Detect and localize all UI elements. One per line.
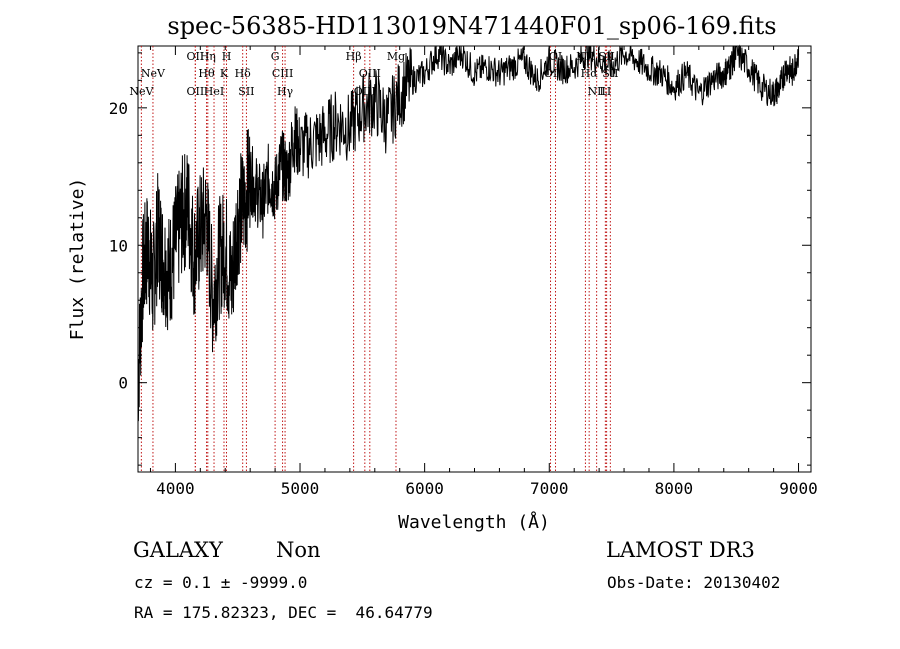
coordinates: RA = 175.82323, DEC = 46.64779	[134, 603, 433, 622]
line-label: OII	[186, 85, 204, 98]
object-subclass: Non	[276, 538, 321, 562]
line-label: SII	[598, 50, 614, 63]
line-label: SII	[238, 85, 254, 98]
x-tick-label: 7000	[530, 479, 569, 498]
line-label: Hγ	[277, 85, 294, 98]
line-label: OIII	[359, 67, 381, 80]
y-tick-label: 10	[109, 236, 128, 255]
x-tick-label: 6000	[405, 479, 444, 498]
survey-name: LAMOST DR3	[606, 538, 755, 562]
y-axis-label: Flux (relative)	[67, 178, 88, 341]
line-label: Hα	[581, 67, 599, 80]
x-tick-label: 8000	[655, 479, 694, 498]
line-label: Hθ	[198, 67, 215, 80]
spectrum-line	[137, 44, 799, 422]
x-axis-label: Wavelength (Å)	[398, 511, 550, 533]
line-label: NII	[587, 85, 605, 98]
axis-ticks: 4000 5000 6000 7000 8000 9000 0 10 20	[109, 46, 818, 498]
line-label: LI	[600, 85, 612, 98]
x-tick-label: 4000	[156, 479, 195, 498]
line-label: NeV	[129, 85, 154, 98]
observation-date: Obs-Date: 20130402	[607, 573, 781, 592]
line-label: Hδ	[235, 67, 252, 80]
line-label: CIII	[272, 67, 293, 80]
line-label: Hβ	[346, 50, 362, 63]
line-label: OII	[186, 50, 204, 63]
x-tick-label: 9000	[779, 479, 818, 498]
redshift-value: cz = 0.1 ± -9999.0	[134, 573, 308, 592]
y-tick-label: 0	[118, 374, 128, 393]
line-label: Hη	[200, 50, 216, 63]
line-label: K	[220, 67, 229, 80]
x-tick-label: 5000	[281, 479, 320, 498]
line-label: G	[271, 50, 280, 63]
object-class: GALAXY	[133, 538, 223, 562]
line-label: Mg	[387, 50, 405, 63]
line-label: NeV	[141, 67, 166, 80]
line-label: H	[222, 50, 232, 63]
line-label: HeI	[204, 85, 224, 98]
chart-title: spec-56385-HD113019N471440F01_sp06-169.f…	[167, 12, 776, 40]
y-tick-label: 20	[109, 99, 128, 118]
